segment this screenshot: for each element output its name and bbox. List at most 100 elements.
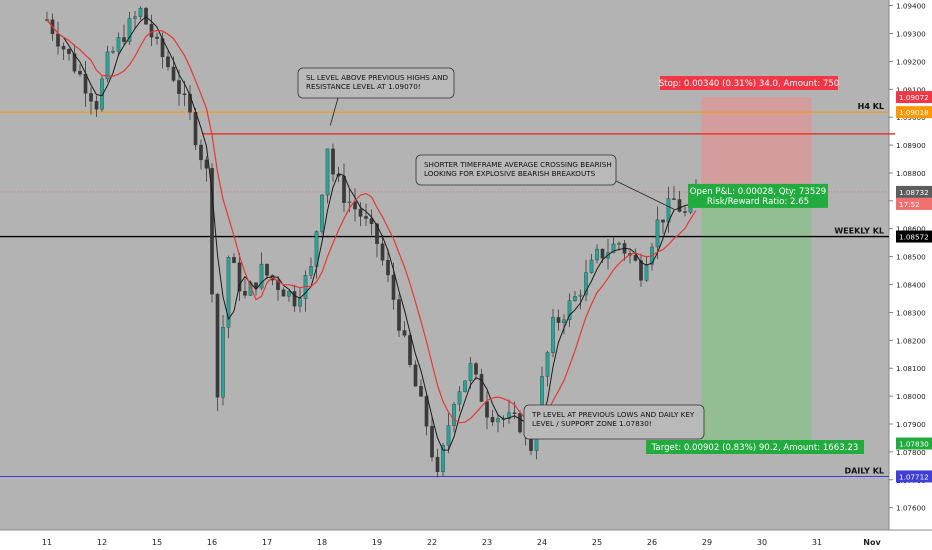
candle-body [138, 7, 143, 17]
time-tick-label: 25 [592, 538, 602, 547]
candle-body [430, 425, 434, 458]
daily-price-tag: 1.07712 [896, 470, 932, 483]
annotation-pointer [615, 180, 675, 210]
h4-price-tag-bg [896, 106, 932, 119]
target-price-tag-text: 1.07830 [899, 440, 929, 449]
annotation-box [415, 154, 617, 186]
candle-body [149, 24, 154, 38]
stop-price-tag-text: 1.09072 [899, 93, 929, 102]
candle-body [72, 53, 77, 72]
countdown-tag-bg [896, 197, 932, 210]
level-label: H4 KL [858, 102, 884, 111]
target-price-tag: 1.07830 [896, 437, 932, 450]
candle-body [89, 93, 93, 102]
position-labels: Stop: 0.00340 (0.31%) 34.0, Amount: 750 O… [646, 76, 864, 454]
candle-body [419, 386, 423, 397]
candle-body [518, 413, 522, 433]
candle-body [672, 198, 676, 200]
price-tick-label: 1.08100 [896, 364, 926, 373]
price-tick-label: 1.09100 [896, 85, 926, 94]
price-axis: 1.094001.093001.092001.091001.090001.089… [889, 2, 932, 513]
candle-body [276, 279, 280, 290]
candle-body [67, 48, 71, 54]
candle-body [342, 175, 346, 203]
candle-body [677, 199, 682, 212]
candlestick-series [45, 6, 698, 478]
time-tick-label: 17 [262, 538, 272, 547]
time-tick-label: 31 [812, 538, 822, 547]
candle-body [122, 37, 126, 42]
candle-body [353, 201, 357, 210]
candle-body [551, 317, 555, 353]
annotation-tp: TP LEVEL AT PREVIOUS LOWS AND DAILY KEYL… [523, 404, 705, 440]
price-tick-label: 1.08400 [896, 281, 926, 290]
candle-body [133, 16, 137, 19]
price-tick-label: 1.09300 [896, 29, 926, 38]
weekly-price-tag: 1.08572 [896, 230, 932, 243]
stop-label: Stop: 0.00340 (0.31%) 34.0, Amount: 750 [659, 76, 839, 90]
candle-body [556, 317, 561, 323]
candle-body [298, 298, 302, 307]
candle-body [617, 243, 621, 245]
pnl-label-text: Risk/Reward Ratio: 2.65 [707, 197, 809, 207]
stop-label-bg [660, 76, 838, 90]
level-label: DAILY KL [844, 466, 884, 475]
time-tick-label: 23 [482, 538, 492, 547]
candle-body [292, 291, 297, 307]
candle-body [94, 101, 99, 110]
annotation-ma: SHORTER TIMEFRAME AVERAGE CROSSING BEARI… [415, 154, 675, 210]
candle-body [287, 291, 291, 297]
candle-body [397, 299, 401, 331]
pnl-label: Open P&L: 0.00028, Qty: 73529Risk/Reward… [688, 183, 828, 208]
candle-body [589, 259, 594, 273]
time-tick-label: 26 [647, 538, 657, 547]
candle-body [490, 417, 495, 423]
annotation-box [523, 404, 705, 440]
current-price-tag-text: 1.08732 [899, 188, 929, 197]
countdown-tag-text: 17:52 [899, 200, 920, 209]
time-tick-label: 22 [427, 538, 437, 547]
price-tick-label: 1.08600 [896, 225, 926, 234]
price-tick-label: 1.08200 [896, 336, 926, 345]
candle-body [347, 201, 352, 203]
h4-price-tag-text: 1.09018 [899, 108, 929, 117]
moving-averages [46, 16, 697, 451]
annotation-text: SL LEVEL ABOVE PREVIOUS HIGHS AND [306, 73, 448, 82]
time-axis-panel[interactable] [0, 530, 932, 550]
stop-price-tag-bg [896, 91, 932, 104]
candle-body [188, 93, 192, 113]
time-tick-label: 16 [207, 538, 217, 547]
candle-body [507, 412, 511, 419]
time-axis: 11 12 15 16 17 18 19 22 23 24 25 26 29 30 31 Nov [42, 538, 882, 547]
target-label: Target: 0.00902 (0.83%) 90.2, Amount: 16… [646, 440, 864, 454]
candle-body [562, 319, 566, 323]
candle-body [364, 216, 368, 219]
candle-body [243, 291, 247, 296]
candle-body [177, 80, 181, 94]
candle-body [358, 208, 363, 217]
stop-zone [701, 97, 812, 192]
candle-body [375, 223, 379, 245]
candle-body [474, 363, 478, 375]
candle-body [116, 37, 121, 52]
target-label-text: Target: 0.00902 (0.83%) 90.2, Amount: 16… [651, 443, 859, 453]
candle-body [391, 274, 396, 300]
time-tick-label: 30 [757, 538, 767, 547]
key-levels: H4 KL WEEKLY KL DAILY KL [0, 102, 895, 477]
level-label: WEEKLY KL [834, 227, 884, 236]
candle-body [182, 93, 187, 95]
candle-body [567, 300, 572, 320]
candle-body [254, 282, 258, 289]
weekly-price-tag-bg [896, 230, 932, 243]
candle-body [259, 263, 264, 289]
price-tick-label: 1.07800 [896, 448, 926, 457]
candle-body [512, 412, 517, 414]
candle-body [56, 33, 60, 47]
pnl-label-bg [688, 183, 828, 208]
candle-body [320, 194, 324, 232]
annotation-text: RESISTANCE LEVEL AT 1.09070! [306, 82, 421, 91]
annotation-text: SHORTER TIMEFRAME AVERAGE CROSSING BEARI… [424, 160, 612, 169]
candle-body [408, 335, 412, 365]
weekly-price-tag-text: 1.08572 [899, 233, 929, 242]
